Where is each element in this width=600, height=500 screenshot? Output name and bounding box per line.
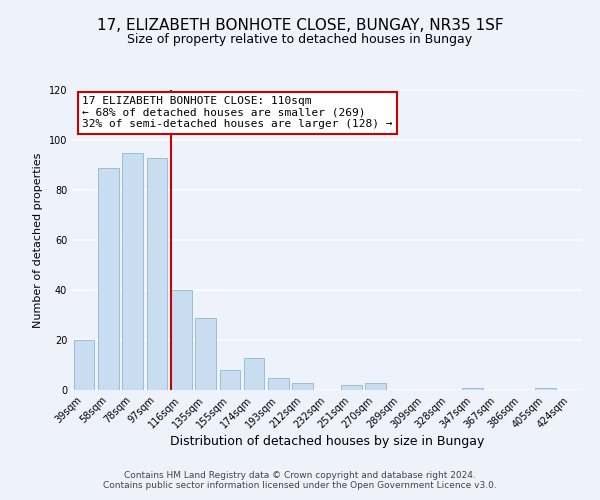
Bar [244, 358, 265, 390]
Bar [122, 152, 143, 390]
Text: 17, ELIZABETH BONHOTE CLOSE, BUNGAY, NR35 1SF: 17, ELIZABETH BONHOTE CLOSE, BUNGAY, NR3… [97, 18, 503, 32]
Bar [341, 385, 362, 390]
Bar [146, 158, 167, 390]
Bar [535, 388, 556, 390]
Bar [220, 370, 240, 390]
X-axis label: Distribution of detached houses by size in Bungay: Distribution of detached houses by size … [170, 436, 484, 448]
Bar [292, 382, 313, 390]
Bar [74, 340, 94, 390]
Text: Contains HM Land Registry data © Crown copyright and database right 2024.
Contai: Contains HM Land Registry data © Crown c… [103, 470, 497, 490]
Bar [365, 382, 386, 390]
Text: 17 ELIZABETH BONHOTE CLOSE: 110sqm
← 68% of detached houses are smaller (269)
32: 17 ELIZABETH BONHOTE CLOSE: 110sqm ← 68%… [82, 96, 392, 129]
Bar [98, 168, 119, 390]
Bar [195, 318, 216, 390]
Text: Size of property relative to detached houses in Bungay: Size of property relative to detached ho… [127, 32, 473, 46]
Y-axis label: Number of detached properties: Number of detached properties [33, 152, 43, 328]
Bar [268, 378, 289, 390]
Bar [171, 290, 191, 390]
Bar [463, 388, 483, 390]
